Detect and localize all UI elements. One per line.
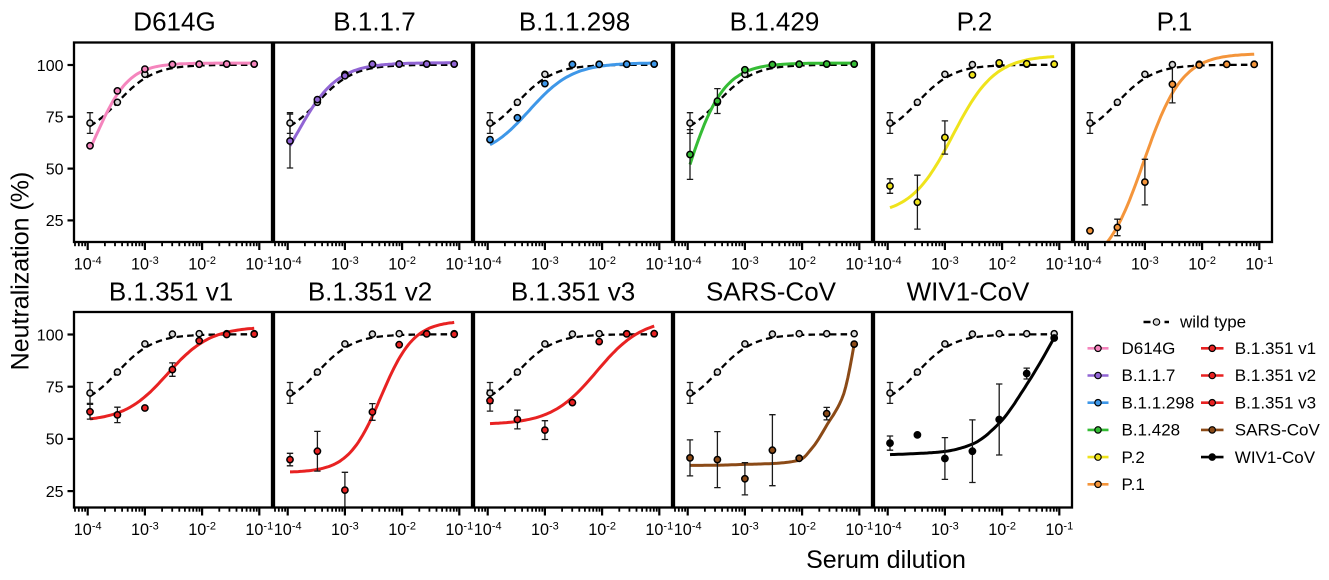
svg-text:WIV1-CoV: WIV1-CoV bbox=[1235, 448, 1316, 467]
svg-text:B.1.1.7: B.1.1.7 bbox=[333, 6, 415, 36]
svg-text:B.1.429: B.1.429 bbox=[730, 6, 820, 36]
svg-text:P.1: P.1 bbox=[1122, 475, 1145, 494]
svg-text:B.1.1.7: B.1.1.7 bbox=[1122, 366, 1176, 385]
svg-text:25: 25 bbox=[46, 484, 64, 501]
svg-text:100: 100 bbox=[37, 58, 64, 75]
svg-text:wild type: wild type bbox=[1179, 313, 1246, 332]
svg-text:SARS-CoV: SARS-CoV bbox=[1235, 421, 1321, 440]
svg-text:B.1.351 v3: B.1.351 v3 bbox=[511, 277, 635, 307]
svg-text:75: 75 bbox=[46, 110, 64, 127]
svg-text:B.1.351 v3: B.1.351 v3 bbox=[1235, 393, 1316, 412]
svg-text:Serum dilution: Serum dilution bbox=[806, 546, 966, 574]
svg-text:B.1.351 v2: B.1.351 v2 bbox=[1235, 366, 1316, 385]
svg-text:75: 75 bbox=[46, 380, 64, 397]
svg-text:B.1.1.298: B.1.1.298 bbox=[519, 6, 630, 36]
svg-text:P.2: P.2 bbox=[1122, 448, 1145, 467]
svg-text:D614G: D614G bbox=[1122, 339, 1176, 358]
svg-text:D614G: D614G bbox=[133, 6, 215, 36]
svg-text:Neutralization (%): Neutralization (%) bbox=[7, 172, 35, 371]
svg-text:P.2: P.2 bbox=[957, 6, 993, 36]
svg-text:B.1.351 v1: B.1.351 v1 bbox=[109, 277, 233, 307]
svg-text:B.1.1.298: B.1.1.298 bbox=[1122, 393, 1195, 412]
svg-text:B.1.351 v2: B.1.351 v2 bbox=[308, 277, 432, 307]
svg-text:P.1: P.1 bbox=[1157, 6, 1193, 36]
svg-text:50: 50 bbox=[46, 432, 64, 449]
svg-text:B.1.351 v1: B.1.351 v1 bbox=[1235, 339, 1316, 358]
svg-text:100: 100 bbox=[37, 327, 64, 344]
svg-text:B.1.428: B.1.428 bbox=[1122, 421, 1181, 440]
svg-text:25: 25 bbox=[46, 213, 64, 230]
svg-text:WIV1-CoV: WIV1-CoV bbox=[907, 277, 1030, 307]
svg-text:50: 50 bbox=[46, 161, 64, 178]
svg-text:SARS-CoV: SARS-CoV bbox=[706, 277, 837, 307]
